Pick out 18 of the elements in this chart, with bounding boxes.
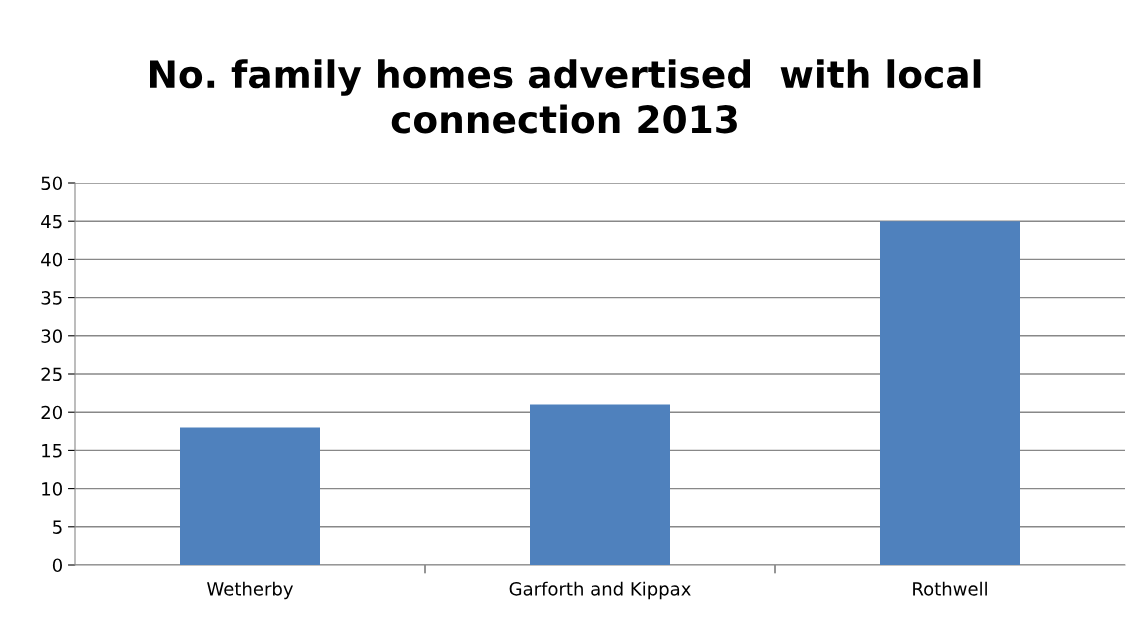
- bar: [530, 404, 670, 565]
- x-tick-label: Garforth and Kippax: [509, 581, 691, 600]
- y-tick-label: 15: [42, 444, 62, 458]
- y-tick-label: 5: [53, 520, 62, 534]
- y-tick-label: 20: [41, 405, 62, 420]
- bar: [880, 221, 1020, 565]
- y-tick-label: 25: [41, 367, 62, 382]
- bar: [180, 427, 320, 565]
- chart-title: No. family homes advertised with local connection 2013: [150, 59, 981, 134]
- y-tick-label: 50: [41, 176, 62, 191]
- y-tick-label: 35: [41, 291, 62, 305]
- y-tick-label: 10: [42, 482, 62, 496]
- y-tick-label: 45: [41, 214, 62, 229]
- y-tick-label: 30: [41, 329, 62, 343]
- x-tick-label: Wetherby: [207, 581, 294, 600]
- y-tick-label: 0: [52, 558, 62, 573]
- y-tick-label: 40: [41, 252, 62, 267]
- x-tick-label: Rothwell: [913, 581, 987, 596]
